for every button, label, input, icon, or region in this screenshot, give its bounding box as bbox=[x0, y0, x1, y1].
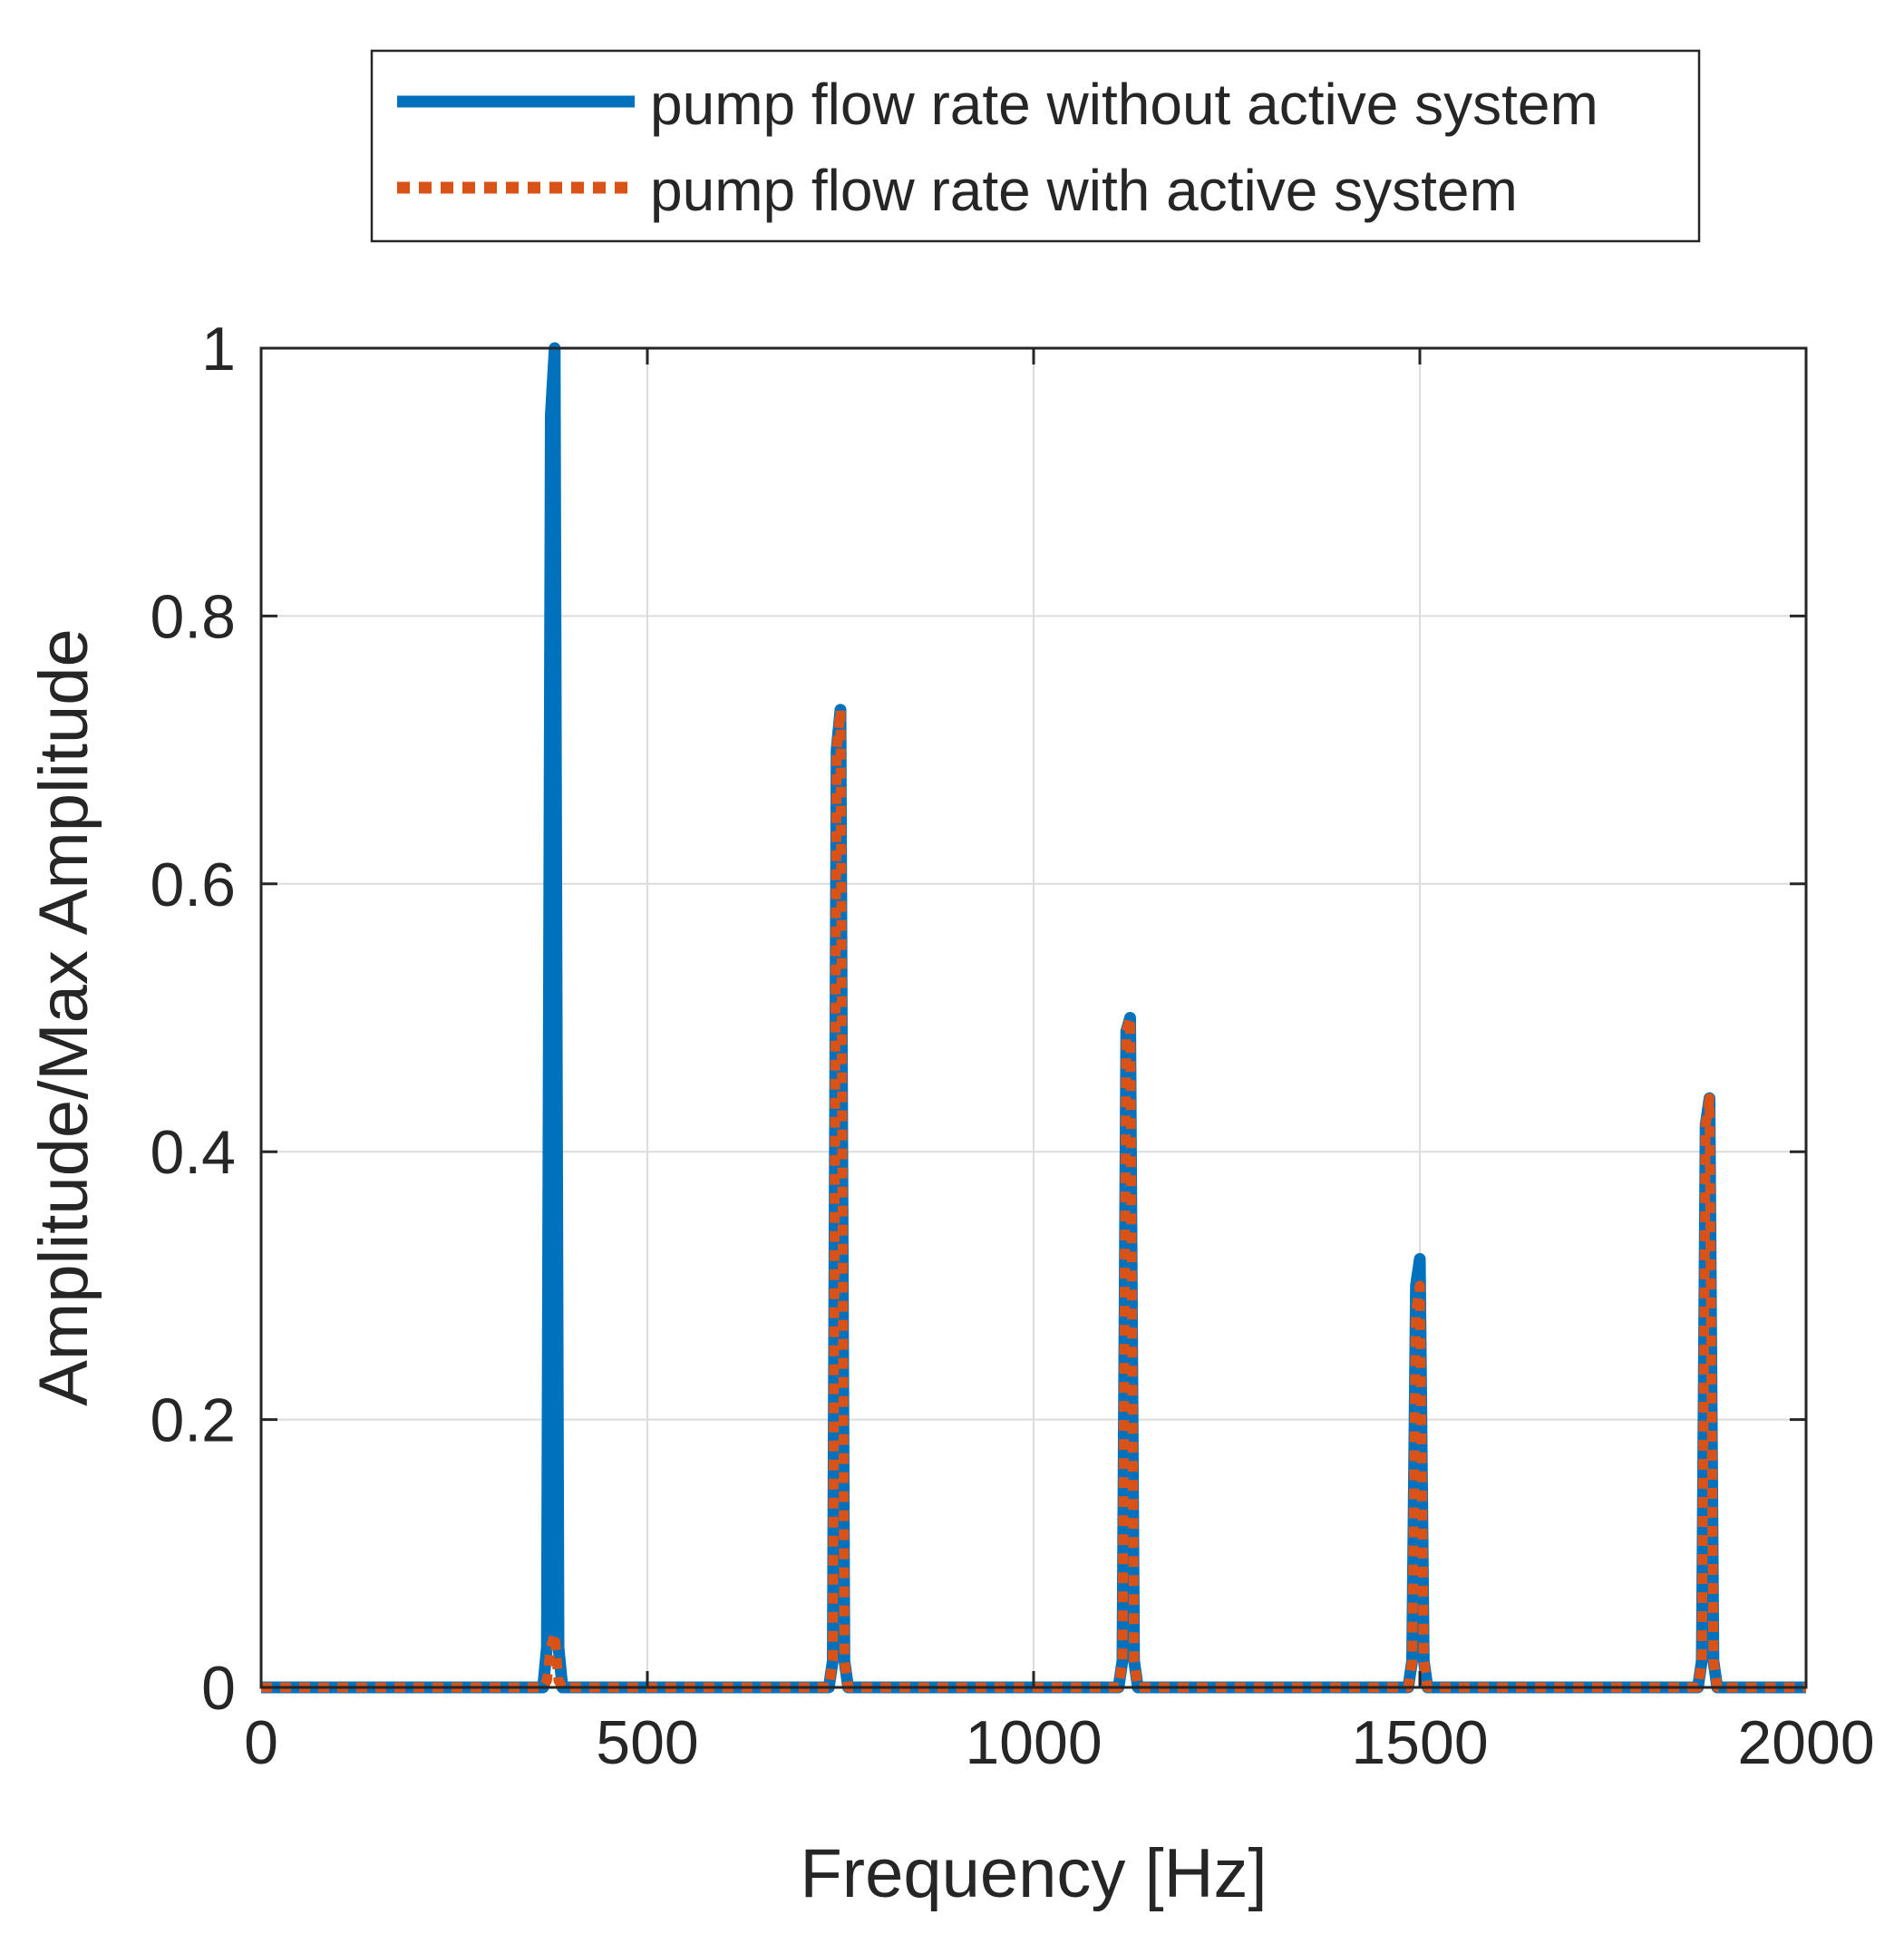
y-tick-label-1: 0.2 bbox=[150, 1386, 236, 1455]
y-tick-label-5: 1 bbox=[201, 315, 236, 384]
y-tick-label-4: 0.8 bbox=[150, 582, 236, 651]
y-tick-label-0: 0 bbox=[201, 1654, 236, 1723]
x-tick-label-4: 2000 bbox=[1737, 1708, 1874, 1777]
series-line-1 bbox=[261, 705, 1806, 1693]
legend: pump flow rate without active system pum… bbox=[370, 49, 1701, 243]
x-tick-label-2: 1000 bbox=[965, 1708, 1102, 1777]
legend-label-with-active-system: pump flow rate with active system bbox=[650, 158, 1518, 223]
x-tick-label-1: 500 bbox=[596, 1708, 698, 1777]
x-tick-label-3: 1500 bbox=[1351, 1708, 1488, 1777]
x-axis-label: Frequency [Hz] bbox=[800, 1835, 1267, 1912]
legend-label-without-active-system: pump flow rate without active system bbox=[650, 72, 1598, 137]
legend-box bbox=[370, 49, 1701, 243]
y-axis-label: Amplitude/Max Amplitude bbox=[25, 628, 102, 1406]
y-tick-label-3: 0.6 bbox=[150, 850, 236, 919]
series-layer bbox=[261, 342, 1806, 1694]
x-tick-label-0: 0 bbox=[244, 1708, 278, 1777]
y-tick-label-2: 0.4 bbox=[150, 1118, 236, 1187]
ticks: 0 500 1000 1500 2000 0 0.2 0.4 0.6 0.8 1 bbox=[150, 315, 1874, 1777]
